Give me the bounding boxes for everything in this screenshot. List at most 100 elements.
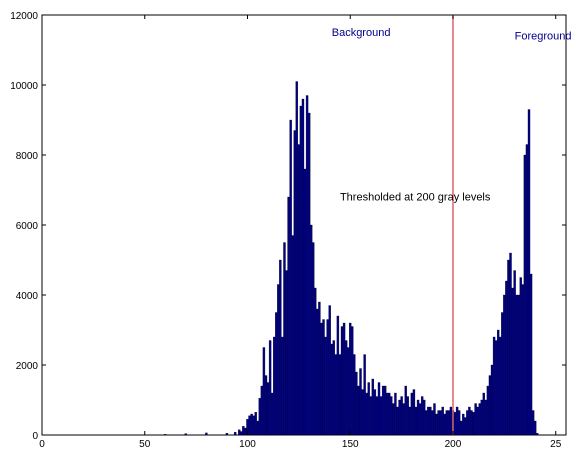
histogram-bar [250,413,253,436]
histogram-bar [457,410,461,436]
histogram-bar [281,336,284,436]
histogram-bar [443,413,446,436]
histogram-bar [379,396,383,436]
histogram-bar [279,259,282,436]
histogram-bar [375,396,379,436]
histogram-bar [258,398,261,436]
histogram-bar [464,417,467,436]
histogram-bar [233,432,237,436]
histogram-bar [392,403,395,436]
histogram-bar [453,412,457,436]
histogram-bar [420,396,424,436]
histogram-bar [256,420,259,436]
histogram-bar [293,130,296,436]
histogram-bar [525,144,529,436]
histogram-bar [367,382,370,436]
histogram-bar [505,280,508,436]
histogram-bar [509,252,512,436]
histogram-bar [361,389,364,436]
histogram-bar [289,119,292,436]
histogram-bar [394,392,397,436]
histogram-bar [503,294,506,436]
histogram-bar [318,301,321,436]
histogram-bar [307,112,311,436]
histogram-bar [431,410,434,436]
histogram-bar [351,326,354,436]
histogram-bar [400,396,403,436]
histogram-bar [494,340,498,436]
histogram-bar [531,410,535,436]
histogram-bar [262,347,266,436]
annotations: Background Foreground Thresholded at 200 g… [332,27,572,204]
histogram-bar [460,420,463,436]
histogram-bar [268,340,272,436]
histogram-bar [439,410,442,436]
histogram-bar [476,406,479,436]
histogram-bar [336,315,340,436]
histogram-bar [295,81,298,436]
histogram-bar [523,154,527,436]
y-tick-label: 8000 [16,151,39,162]
histogram-bar [291,235,294,436]
histogram-bar [412,389,416,436]
y-tick-label: 10000 [10,81,38,92]
histogram-bar [357,385,360,436]
histogram-bar [386,392,389,436]
histogram-bar [429,406,432,436]
x-tick-label: 150 [342,439,359,450]
histogram-bar [266,382,270,436]
histogram-bar [396,406,399,436]
histogram-bar [383,385,387,436]
histogram-bar [205,432,208,436]
histogram-bar [330,343,333,436]
histogram-bar [377,382,381,436]
histogram-bar [238,429,241,436]
histogram-bar [164,434,167,436]
histogram-bar [373,389,377,436]
histogram-bar [328,305,331,436]
histogram-bar [326,319,329,436]
histogram-bar [275,312,278,436]
histogram-bar [472,412,475,436]
y-axis: 0 2000 4000 6000 8000 10000 12000 [10,11,566,442]
annotation-label: Background [332,27,391,39]
histogram-bar [270,392,274,436]
histogram-bar [359,368,362,436]
x-axis: 0 50 100 150 200 25 [39,15,562,450]
histogram-bar [416,399,420,436]
histogram-bar [466,410,469,436]
histogram-bar [499,336,502,436]
histogram-bar [468,406,471,436]
histogram-bar [529,273,533,436]
histogram-bar [248,415,251,436]
histogram-bar [474,403,477,436]
histogram-bar [277,284,280,436]
histogram-bar [305,95,309,436]
histogram-bar [287,196,290,436]
histogram-bar [480,399,483,436]
histogram-bar [433,403,436,436]
histogram-bar [501,312,504,436]
annotation-label: Thresholded at 200 gray levels [340,192,491,204]
histogram-bar [449,406,453,436]
histogram-bar [252,415,255,436]
histogram-bar [285,270,288,436]
y-tick-label: 4000 [16,291,39,302]
histogram-bar [316,308,319,436]
histogram-bar [513,270,516,436]
histogram-bar [492,336,496,436]
histogram-bar [435,413,438,436]
histogram-bar [414,406,418,436]
histogram-bar [408,406,411,436]
histogram-bar [455,406,459,436]
histogram-bar [353,354,356,436]
histogram-bar [363,354,366,436]
histogram-bar [521,284,525,436]
histogram-bar [338,354,342,436]
histogram-bar [404,385,407,436]
x-tick-label: 200 [445,439,462,450]
histogram-bar [312,242,315,436]
annotation-label: Foreground [515,31,572,43]
histogram-bar [462,413,465,436]
